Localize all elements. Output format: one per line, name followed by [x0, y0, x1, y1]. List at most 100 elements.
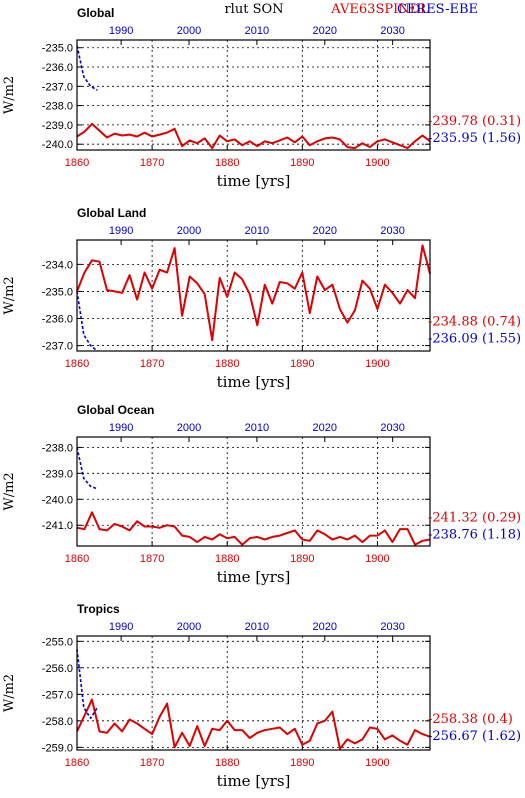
x-tick-label-top: 2000 — [177, 422, 201, 434]
x-tick-label-bottom: 1870 — [140, 757, 164, 769]
stat-obs: -256.67 (1.62) — [428, 729, 521, 744]
x-tick-label-bottom: 1890 — [290, 553, 314, 565]
y-tick-label: -259.0 — [42, 742, 73, 754]
stat-obs: -236.09 (1.55) — [428, 332, 521, 347]
series-model-line — [76, 511, 431, 546]
x-tick-label-top: 1990 — [109, 225, 133, 237]
x-tick-label-bottom: 1880 — [215, 157, 239, 169]
panel-title: Tropics — [77, 602, 120, 616]
stat-model: -239.78 (0.31) — [428, 114, 521, 129]
x-tick-label-bottom: 1890 — [290, 157, 314, 169]
figure-header: rlut SON AVE63SPINDL CERES-EBE — [224, 2, 478, 17]
series-model-line — [76, 698, 431, 750]
x-tick-label-bottom: 1870 — [140, 553, 164, 565]
x-tick-label-bottom: 1870 — [140, 358, 164, 370]
series-model-line — [76, 244, 431, 342]
y-axis-label: W/m2 — [2, 472, 17, 510]
stat-model: -234.88 (0.74) — [428, 315, 521, 330]
x-tick-label-top: 2030 — [380, 225, 404, 237]
series-model-line — [76, 122, 431, 150]
x-axis-label: time [yrs] — [217, 373, 291, 391]
x-tick-label-bottom: 1860 — [65, 757, 89, 769]
y-tick-label: -237.0 — [42, 341, 73, 353]
panels: Global -240.0 -239.0 -238.0 -237.0 -236.0 -235… — [2, 6, 521, 790]
panel-title: Global Ocean — [77, 403, 154, 417]
y-tick-label: -235.0 — [42, 43, 73, 55]
stat-model: -241.32 (0.29) — [428, 511, 521, 526]
header-obs: CERES-EBE — [397, 2, 478, 17]
x-tick-label-top: 2020 — [313, 225, 337, 237]
x-tick-label-bottom: 1890 — [290, 757, 314, 769]
plot-frame — [76, 39, 431, 151]
x-tick-label-top: 2030 — [380, 25, 404, 37]
x-axis-label: time [yrs] — [217, 172, 291, 190]
y-tick-label: -238.0 — [42, 101, 73, 113]
header-variable: rlut SON — [224, 2, 283, 17]
y-tick-label: -236.0 — [42, 62, 73, 74]
x-tick-label-bottom: 1860 — [65, 157, 89, 169]
stat-obs: -235.95 (1.56) — [428, 131, 521, 146]
y-tick-label: -256.0 — [42, 663, 73, 675]
y-axis-label: W/m2 — [2, 674, 17, 712]
header-model: AVE63SPINDL — [330, 2, 429, 17]
plot-frame — [76, 436, 431, 547]
y-axis-label: W/m2 — [2, 76, 17, 114]
panel-title: Global — [77, 6, 114, 20]
x-tick-label-bottom: 1880 — [215, 358, 239, 370]
x-tick-label-top: 2010 — [245, 422, 269, 434]
x-tick-label-bottom: 1900 — [365, 358, 389, 370]
x-tick-label-top: 1990 — [109, 621, 133, 633]
x-axis-label: time [yrs] — [217, 568, 291, 586]
y-tick-label: -240.0 — [42, 139, 73, 151]
x-tick-label-bottom: 1860 — [65, 358, 89, 370]
x-tick-label-bottom: 1880 — [215, 553, 239, 565]
x-tick-label-bottom: 1880 — [215, 757, 239, 769]
x-tick-label-top: 2030 — [380, 621, 404, 633]
y-tick-label: -238.0 — [42, 442, 73, 454]
x-tick-label-bottom: 1900 — [365, 157, 389, 169]
panel-1: Global -240.0 -239.0 -238.0 -237.0 -236.0 -235… — [2, 6, 521, 190]
stat-model: -258.38 (0.4) — [428, 712, 513, 727]
x-tick-label-top: 2010 — [245, 25, 269, 37]
y-tick-label: -239.0 — [42, 468, 73, 480]
series-obs-line — [76, 291, 98, 352]
x-tick-label-bottom: 1900 — [365, 553, 389, 565]
y-tick-label: -255.0 — [42, 636, 73, 648]
x-tick-label-top: 2020 — [313, 422, 337, 434]
y-tick-label: -240.0 — [42, 494, 73, 506]
plot-frame — [76, 635, 431, 751]
x-tick-label-top: 2010 — [245, 225, 269, 237]
panel-2: Global Land -237.0 -236.0 -235.0 -234.0 1860 1… — [2, 206, 521, 391]
x-tick-label-top: 2000 — [177, 621, 201, 633]
x-axis-label: time [yrs] — [217, 772, 291, 790]
x-tick-label-bottom: 1900 — [365, 757, 389, 769]
stat-obs: -238.76 (1.18) — [428, 528, 521, 543]
x-tick-label-top: 2030 — [380, 422, 404, 434]
x-tick-label-top: 1990 — [109, 422, 133, 434]
y-tick-label: -258.0 — [42, 716, 73, 728]
panel-3: Global Ocean -241.0 -240.0 -239.0 -238.0 1860… — [2, 403, 521, 586]
y-tick-label: -235.0 — [42, 286, 73, 298]
x-tick-label-bottom: 1870 — [140, 157, 164, 169]
x-tick-label-bottom: 1860 — [65, 553, 89, 565]
x-tick-label-top: 2020 — [313, 25, 337, 37]
panel-title: Global Land — [77, 206, 146, 220]
x-tick-label-top: 2010 — [245, 621, 269, 633]
series-obs-line — [76, 649, 99, 720]
series-obs-line — [76, 447, 98, 490]
x-tick-label-top: 1990 — [109, 25, 133, 37]
y-tick-label: -257.0 — [42, 689, 73, 701]
plot-frame — [76, 239, 431, 352]
y-tick-label: -239.0 — [42, 120, 73, 132]
y-tick-label: -234.0 — [42, 259, 73, 271]
y-tick-label: -236.0 — [42, 314, 73, 326]
y-tick-label: -241.0 — [42, 520, 73, 532]
x-tick-label-bottom: 1890 — [290, 358, 314, 370]
y-tick-label: -237.0 — [42, 81, 73, 93]
x-tick-label-top: 2000 — [177, 25, 201, 37]
x-tick-label-top: 2000 — [177, 225, 201, 237]
panel-4: Tropics -259.0 -258.0 -257.0 -256.0 -255.0 186… — [2, 602, 521, 790]
x-tick-label-top: 2020 — [313, 621, 337, 633]
series-obs-line — [76, 45, 98, 91]
y-axis-label: W/m2 — [2, 276, 17, 314]
